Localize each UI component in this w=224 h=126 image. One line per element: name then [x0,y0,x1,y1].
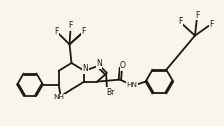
Text: NH: NH [53,94,64,100]
Text: F: F [54,27,59,36]
Text: O: O [120,61,126,70]
Text: HN: HN [126,82,137,88]
Text: F: F [178,17,182,26]
Text: F: F [210,20,214,29]
Text: F: F [68,21,73,30]
Text: Br: Br [106,88,114,97]
Text: N: N [96,59,102,68]
Text: N: N [82,64,88,73]
Text: F: F [196,11,200,20]
Text: F: F [81,27,86,36]
